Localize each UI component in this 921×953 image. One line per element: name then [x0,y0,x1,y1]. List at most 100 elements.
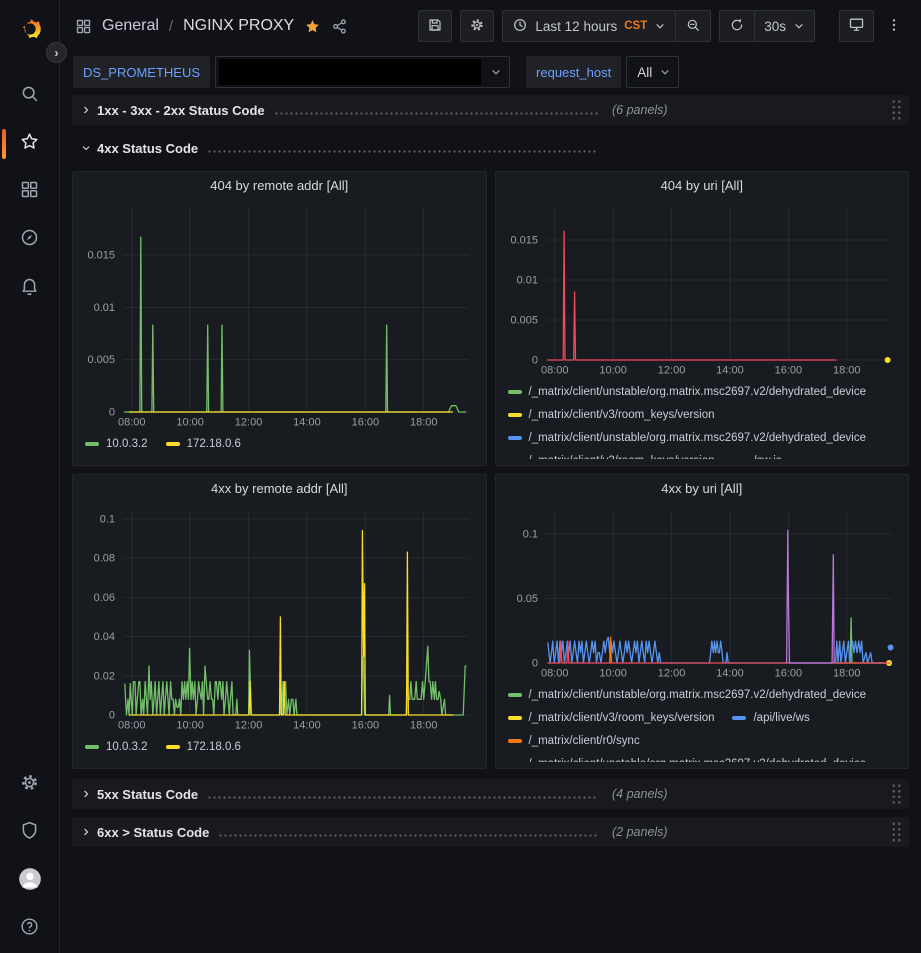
sidebar-item-dashboards[interactable] [0,168,59,216]
compass-icon [19,227,40,253]
time-range-picker[interactable]: Last 12 hours CST [503,11,675,41]
panel-404-by-remote-addr-all: 404 by remote addr [All] 0 0.005 0.01 0.015 0… [72,171,487,466]
help-icon [19,916,40,942]
row-6xx-status[interactable]: › 6xx > Status Code (2 panels) [72,817,909,847]
svg-text:0.05: 0.05 [516,593,537,605]
request-host-dropdown[interactable]: All [626,56,680,88]
panel-404-by-uri-all: 404 by uri [All] 0 0.005 0.01 0.015 08:00 10:0… [494,171,909,466]
row-5xx-status[interactable]: › 5xx Status Code (4 panels) [72,779,909,809]
panel-legend: /_matrix/client/unstable/org.matrix.msc2… [504,685,901,762]
legend-label: /_matrix/client/r0/sync [528,734,640,747]
datasource-dropdown[interactable] [215,56,511,88]
sidebar-item-help[interactable] [0,905,59,953]
save-icon [427,17,443,36]
sidebar-item-search[interactable] [0,72,59,120]
main-area: General / NGINX PROXY [60,0,921,953]
chevron-right-icon: › [83,101,89,118]
svg-text:0.02: 0.02 [94,670,115,682]
legend-label: /_matrix/client/v3/room_keys/version [528,408,715,421]
apps-grid-icon [19,179,40,205]
legend-swatch [507,458,522,459]
more-options-button[interactable] [882,16,906,37]
legend-item[interactable]: /_matrix/client/unstable/org.matrix.msc2… [507,428,867,447]
row-title: 4xx Status Code [97,140,199,156]
dotted-leader [207,149,598,153]
sidebar-item-configuration[interactable] [0,761,59,809]
grafana-logo[interactable] [0,0,59,54]
row-1xx-3xx-2xx-status[interactable]: › 1xx - 3xx - 2xx Status Code (6 panels) [72,95,909,125]
chart-canvas[interactable]: 0 0.005 0.01 0.015 08:00 10:00 12:00 14:00 16:00… [504,200,900,378]
sidebar-item-explore[interactable] [0,216,59,264]
legend-swatch [732,458,747,459]
legend-item[interactable]: /_matrix/client/v3/room_keys/version [507,451,715,460]
time-range-label: Last 12 hours [535,18,618,34]
svg-text:0: 0 [109,710,115,722]
sidebar-item-profile[interactable] [0,857,59,905]
series-line [128,529,453,716]
drag-handle-icon[interactable] [891,99,902,121]
refresh-interval-picker[interactable]: 30s [754,11,814,41]
request-host-value: All [637,64,653,80]
chart-canvas[interactable]: 0 0.02 0.04 0.06 0.08 0.1 08:00 10:00 12:00 14:00… [81,503,477,733]
legend-item[interactable]: 10.0.3.2 [85,737,148,756]
chart-canvas[interactable]: 0 0.05 0.1 08:00 10:00 12:00 14:00 16:00 18:00 [504,503,900,681]
svg-text:0.01: 0.01 [516,275,537,287]
svg-text:18:00: 18:00 [410,720,438,732]
panel-title[interactable]: 4xx by remote addr [All] [210,481,348,496]
svg-text:10:00: 10:00 [176,720,204,732]
drag-handle-icon[interactable] [891,783,902,805]
sidebar-expand-button[interactable]: › [46,42,67,63]
legend-item[interactable]: 10.0.3.2 [85,434,148,453]
share-icon[interactable] [331,18,348,35]
legend-label: /_matrix/client/unstable/org.matrix.msc2… [528,431,867,444]
legend-item[interactable]: /_matrix/client/r0/sync [507,731,640,750]
sidebar-item-server-admin[interactable] [0,809,59,857]
legend-item[interactable]: /api/live/ws [732,708,810,727]
panel-legend: 10.0.3.2 172.18.0.6 [81,434,478,459]
legend-item[interactable]: /sw.js [732,451,782,459]
save-dashboard-button[interactable] [418,10,453,42]
row-title: 5xx Status Code [97,786,199,802]
row-4xx-status[interactable]: › 4xx Status Code [72,133,909,163]
legend-item[interactable]: /_matrix/client/unstable/org.matrix.msc2… [507,685,866,704]
legend-swatch [507,435,522,440]
favorite-star-icon[interactable] [304,18,321,35]
legend-item[interactable]: /_matrix/client/unstable/org.matrix.msc2… [507,382,866,401]
panel-title[interactable]: 404 by uri [All] [660,178,743,193]
panel-title[interactable]: 404 by remote addr [All] [210,178,349,193]
svg-text:0.04: 0.04 [94,631,115,643]
drag-handle-icon[interactable] [891,821,902,843]
zoom-out-time-button[interactable] [675,11,710,41]
apps-grid-icon [75,18,92,35]
tv-mode-button[interactable] [839,10,874,42]
legend-item[interactable]: /_matrix/client/v3/room_keys/version [507,708,715,727]
svg-text:0.005: 0.005 [87,354,115,366]
panel-title[interactable]: 4xx by uri [All] [661,481,743,496]
legend-item[interactable]: 172.18.0.6 [165,434,241,453]
sidebar-item-alerting[interactable] [0,264,59,312]
monitor-icon [848,16,865,36]
sidebar-item-starred[interactable] [0,120,59,168]
clock-icon [512,17,528,36]
legend-label: /_matrix/client/v3/room_keys/version [528,711,715,724]
legend-item[interactable]: /_matrix/client/unstable/org.matrix.msc2… [507,754,866,762]
legend-item[interactable]: 172.18.0.6 [165,737,241,756]
svg-text:16:00: 16:00 [774,668,802,680]
legend-item[interactable]: /_matrix/client/v3/room_keys/version [507,405,715,424]
panel-4xx-by-uri-all: 4xx by uri [All] 0 0.05 0.1 08:00 10:00 12:00 1… [494,474,909,769]
dashboard-settings-button[interactable] [460,10,495,42]
svg-text:12:00: 12:00 [235,417,263,429]
svg-text:0.01: 0.01 [94,302,115,314]
chart-canvas[interactable]: 0 0.005 0.01 0.015 08:00 10:00 12:00 14:00 16:00… [81,200,477,430]
svg-text:14:00: 14:00 [293,417,321,429]
legend-label: /_matrix/client/v3/room_keys/version [529,455,715,460]
legend-label: 172.18.0.6 [186,740,241,753]
dashboard-title[interactable]: NGINX PROXY [183,17,295,34]
breadcrumb-folder[interactable]: General [102,17,159,34]
svg-text:14:00: 14:00 [293,720,321,732]
svg-text:0.1: 0.1 [522,529,537,541]
row-panel-count: (4 panels) [612,787,668,801]
svg-text:16:00: 16:00 [352,417,380,429]
refresh-button[interactable] [720,11,754,41]
shield-icon [19,820,40,846]
